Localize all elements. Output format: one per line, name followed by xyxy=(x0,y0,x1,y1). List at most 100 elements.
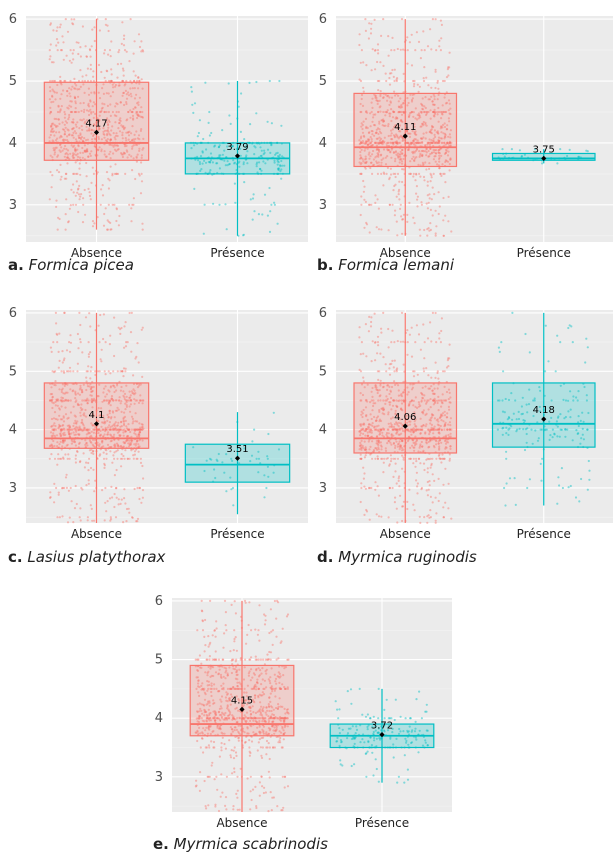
data-point xyxy=(71,22,74,25)
data-point xyxy=(401,136,404,139)
data-point xyxy=(139,192,143,195)
data-point xyxy=(131,114,135,117)
data-point xyxy=(116,144,120,147)
data-point xyxy=(374,481,377,484)
data-point xyxy=(400,402,404,405)
data-point xyxy=(74,454,77,457)
data-point xyxy=(437,191,440,194)
data-point xyxy=(129,403,132,406)
data-point xyxy=(62,41,65,44)
data-point xyxy=(219,673,223,676)
data-point xyxy=(109,79,112,83)
data-point xyxy=(447,405,450,408)
data-point xyxy=(130,82,133,85)
data-point xyxy=(79,133,82,136)
data-point xyxy=(396,134,399,137)
data-point xyxy=(92,468,95,471)
data-point xyxy=(52,100,55,103)
data-point xyxy=(58,131,61,134)
data-point xyxy=(395,220,398,223)
data-point xyxy=(364,167,367,170)
data-point xyxy=(53,123,56,126)
data-point xyxy=(64,406,67,409)
data-point xyxy=(433,95,436,98)
x-category-label: Absence xyxy=(380,527,431,541)
data-point xyxy=(123,415,127,418)
data-point xyxy=(404,399,407,402)
data-point xyxy=(437,93,440,96)
data-point xyxy=(58,149,61,152)
data-point xyxy=(109,385,113,388)
data-point xyxy=(422,462,426,465)
data-point xyxy=(127,138,130,141)
data-point xyxy=(65,444,68,447)
data-point xyxy=(56,155,59,158)
data-point xyxy=(59,82,62,85)
data-point xyxy=(86,516,89,519)
data-point xyxy=(98,29,101,32)
data-point xyxy=(49,106,52,109)
data-point xyxy=(123,346,126,349)
data-point xyxy=(419,451,422,454)
data-point xyxy=(120,326,123,330)
data-point xyxy=(59,163,62,166)
data-point xyxy=(360,195,363,198)
data-point xyxy=(538,386,541,389)
data-point xyxy=(379,399,382,402)
data-point xyxy=(361,123,364,127)
data-point xyxy=(366,144,369,147)
data-point xyxy=(391,128,394,131)
data-point xyxy=(76,420,79,423)
data-point xyxy=(277,703,280,706)
data-point xyxy=(448,66,451,69)
data-point xyxy=(211,761,214,764)
data-point xyxy=(265,486,268,490)
data-point xyxy=(112,145,115,148)
data-point xyxy=(399,340,402,343)
data-point xyxy=(66,424,69,427)
data-point xyxy=(358,326,361,329)
data-point xyxy=(412,139,415,142)
data-point xyxy=(226,160,229,163)
data-point xyxy=(270,709,273,713)
data-point xyxy=(360,141,363,144)
data-point xyxy=(130,311,133,314)
data-point xyxy=(359,142,362,145)
data-point xyxy=(378,122,381,125)
data-point xyxy=(125,102,128,106)
data-point xyxy=(85,399,88,402)
data-point xyxy=(109,228,112,231)
data-point xyxy=(235,728,238,732)
data-point xyxy=(257,667,260,670)
data-point xyxy=(261,667,264,670)
data-point xyxy=(428,141,431,144)
data-point xyxy=(68,92,71,95)
data-point xyxy=(120,428,123,431)
data-point xyxy=(382,110,385,114)
data-point xyxy=(99,110,102,114)
data-point xyxy=(200,662,203,665)
data-point xyxy=(60,49,64,52)
data-point xyxy=(371,153,374,156)
data-point xyxy=(69,334,72,337)
data-point xyxy=(365,157,368,160)
data-point xyxy=(138,422,141,425)
data-point xyxy=(425,151,428,154)
data-point xyxy=(447,135,450,138)
data-point xyxy=(52,79,55,83)
data-point xyxy=(56,137,59,140)
data-point xyxy=(94,146,98,149)
data-point xyxy=(406,429,410,432)
data-point xyxy=(122,434,125,437)
data-point xyxy=(213,778,216,781)
data-point xyxy=(49,431,53,434)
data-point xyxy=(421,154,424,158)
data-point xyxy=(85,441,88,445)
data-point xyxy=(72,23,75,26)
data-point xyxy=(366,126,369,130)
data-point xyxy=(72,127,75,130)
data-point xyxy=(505,482,508,485)
data-point xyxy=(106,428,109,431)
data-point xyxy=(438,141,441,144)
data-point xyxy=(126,457,129,460)
